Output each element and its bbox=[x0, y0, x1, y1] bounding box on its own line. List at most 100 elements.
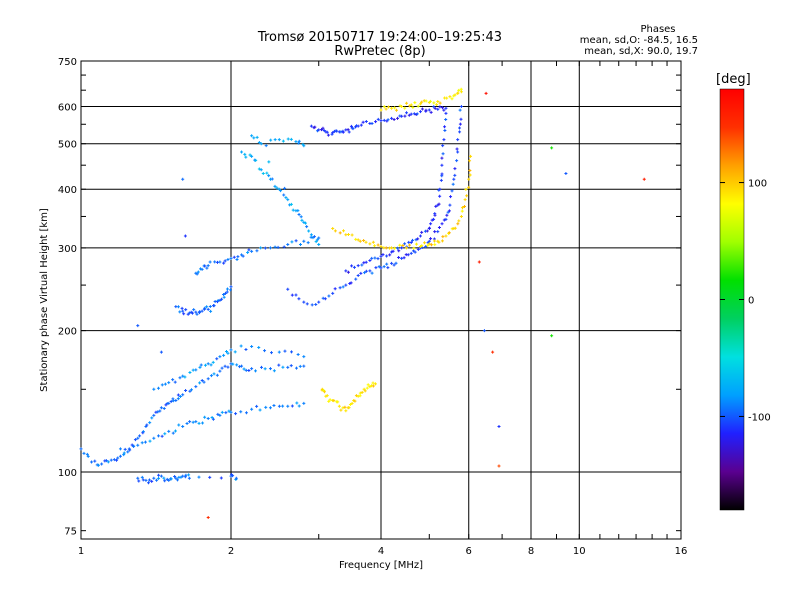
data-point bbox=[341, 406, 345, 410]
data-point bbox=[224, 291, 228, 295]
data-point bbox=[223, 364, 227, 368]
data-point bbox=[362, 261, 366, 265]
data-point bbox=[247, 248, 251, 252]
data-point bbox=[191, 420, 195, 424]
data-point bbox=[442, 138, 446, 142]
data-point bbox=[371, 381, 375, 385]
data-point bbox=[379, 108, 383, 112]
data-point bbox=[181, 424, 185, 428]
data-point bbox=[444, 117, 448, 121]
data-point bbox=[401, 243, 405, 247]
data-point bbox=[305, 225, 309, 229]
data-point bbox=[442, 218, 446, 222]
data-point bbox=[333, 229, 337, 233]
data-point bbox=[385, 262, 389, 266]
data-point bbox=[317, 300, 321, 304]
data-point bbox=[297, 404, 301, 408]
data-point bbox=[393, 246, 397, 250]
data-point bbox=[235, 258, 239, 262]
data-point bbox=[235, 363, 239, 367]
data-point bbox=[458, 108, 462, 112]
y-tick-label: 750 bbox=[58, 57, 77, 68]
data-point bbox=[196, 270, 200, 274]
data-point bbox=[437, 240, 441, 244]
data-point bbox=[449, 195, 453, 199]
data-point bbox=[131, 444, 135, 448]
data-point bbox=[456, 138, 460, 142]
data-point bbox=[409, 251, 413, 255]
data-point bbox=[443, 125, 447, 129]
data-point bbox=[347, 406, 351, 410]
data-point bbox=[222, 292, 226, 296]
data-point bbox=[289, 364, 293, 368]
data-point bbox=[150, 479, 154, 483]
data-point bbox=[307, 229, 311, 233]
data-point bbox=[412, 249, 416, 253]
data-point bbox=[248, 153, 252, 157]
data-point bbox=[368, 259, 372, 263]
data-point bbox=[298, 364, 302, 368]
data-point bbox=[451, 182, 455, 186]
data-point bbox=[201, 421, 205, 425]
data-point bbox=[434, 204, 438, 208]
data-point bbox=[406, 253, 410, 257]
data-point bbox=[176, 393, 180, 397]
data-point bbox=[197, 475, 201, 479]
data-point bbox=[352, 265, 356, 269]
data-point bbox=[140, 441, 144, 445]
data-point bbox=[231, 362, 235, 366]
data-point bbox=[337, 404, 341, 408]
stats-heading: Phases bbox=[640, 24, 675, 35]
data-point bbox=[429, 110, 433, 114]
data-point bbox=[428, 99, 432, 103]
data-point bbox=[336, 400, 340, 404]
data-point bbox=[194, 420, 198, 424]
data-point bbox=[322, 128, 326, 132]
data-point bbox=[143, 440, 147, 444]
data-point bbox=[550, 146, 554, 150]
data-point bbox=[269, 351, 273, 355]
data-point bbox=[126, 450, 130, 454]
data-point bbox=[360, 263, 364, 267]
data-point bbox=[259, 365, 263, 369]
data-point bbox=[250, 249, 254, 253]
data-point bbox=[296, 352, 300, 356]
data-point bbox=[270, 177, 274, 181]
data-point bbox=[444, 217, 448, 221]
data-point bbox=[187, 311, 191, 315]
data-point bbox=[328, 398, 332, 402]
data-point bbox=[356, 124, 360, 128]
data-point bbox=[338, 231, 342, 235]
data-point bbox=[267, 160, 271, 164]
data-point bbox=[250, 407, 254, 411]
y-tick-label: 600 bbox=[58, 103, 77, 114]
data-point bbox=[174, 476, 178, 480]
data-point bbox=[294, 293, 298, 297]
data-point bbox=[123, 447, 127, 451]
data-point bbox=[384, 246, 388, 250]
data-point bbox=[160, 434, 164, 438]
data-point bbox=[176, 397, 180, 401]
data-point bbox=[150, 416, 154, 420]
data-point bbox=[310, 303, 314, 307]
data-point bbox=[339, 408, 343, 412]
data-point bbox=[209, 363, 213, 367]
x-tick-label: 16 bbox=[675, 546, 688, 557]
data-point bbox=[272, 369, 276, 373]
data-point bbox=[218, 298, 222, 302]
data-point bbox=[331, 226, 335, 230]
data-point bbox=[225, 287, 229, 291]
data-point bbox=[298, 242, 302, 246]
data-point bbox=[390, 261, 394, 265]
data-point bbox=[290, 404, 294, 408]
data-point bbox=[374, 266, 378, 270]
data-point bbox=[382, 105, 386, 109]
data-point bbox=[420, 107, 424, 111]
data-point bbox=[400, 256, 404, 260]
data-point bbox=[203, 264, 207, 268]
data-point bbox=[259, 142, 263, 146]
data-point bbox=[286, 404, 290, 408]
data-point bbox=[331, 291, 335, 295]
data-point bbox=[184, 473, 188, 477]
data-point bbox=[159, 406, 163, 410]
